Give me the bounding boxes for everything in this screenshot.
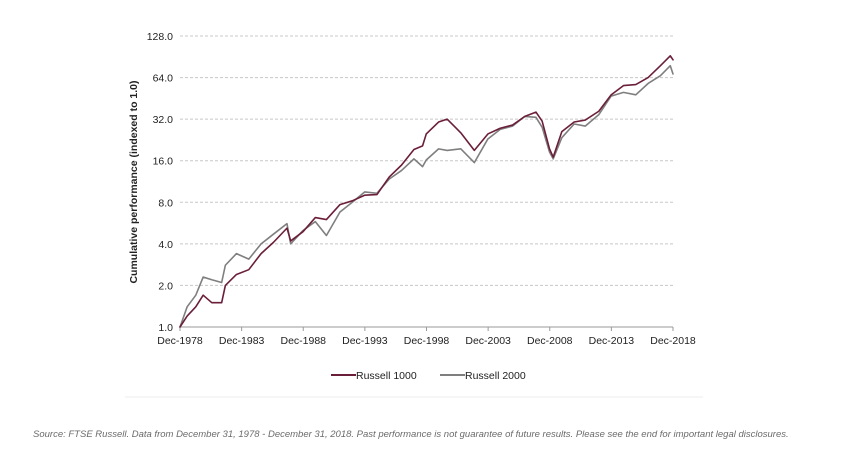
legend: Russell 1000 Russell 2000 xyxy=(331,370,526,382)
x-tick-label: Dec-1998 xyxy=(404,335,450,347)
y-axis-tick-labels: 128.0 64.0 32.0 16.0 8.0 4.0 2.0 1.0 xyxy=(147,31,173,334)
y-tick-label: 64.0 xyxy=(153,73,174,85)
y-tick-label: 32.0 xyxy=(153,114,174,126)
legend-label-russell-2000: Russell 2000 xyxy=(465,370,526,382)
x-tick-label: Dec-1988 xyxy=(280,335,326,347)
y-tick-label: 1.0 xyxy=(158,322,173,334)
x-tick-label: Dec-1983 xyxy=(219,335,265,347)
series-line-russell-2000 xyxy=(179,64,674,328)
x-tick-label: Dec-2018 xyxy=(650,335,696,347)
x-tick-label: Dec-1993 xyxy=(342,335,388,347)
y-axis-title: Cumulative performance (indexed to 1.0) xyxy=(128,80,140,283)
y-tick-label: 16.0 xyxy=(153,156,174,168)
y-tick-label: 2.0 xyxy=(158,280,173,292)
chart-panel-background xyxy=(125,20,703,398)
x-tick-label: Dec-2008 xyxy=(527,335,573,347)
source-caption: Source: FTSE Russell. Data from December… xyxy=(33,429,789,440)
gridlines xyxy=(180,35,673,286)
y-tick-label: 4.0 xyxy=(158,239,173,251)
series-line-russell-1000 xyxy=(179,55,674,328)
performance-chart: 128.064.032.016.08.04.02.01.0 Dec-1978 De… xyxy=(125,20,703,398)
x-tick-label: Dec-2013 xyxy=(589,335,635,347)
x-tick-label: Dec-1978 xyxy=(157,335,203,347)
legend-label-russell-1000: Russell 1000 xyxy=(356,370,417,382)
y-tick-label: 128.0 xyxy=(147,31,173,43)
axes xyxy=(179,326,674,331)
x-axis-tick-labels: Dec-1978 Dec-1983 Dec-1988 Dec-1993 Dec-1998… xyxy=(157,335,696,347)
series-lines xyxy=(179,55,674,328)
x-tick-label: Dec-2003 xyxy=(465,335,511,347)
y-tick-label: 8.0 xyxy=(158,197,173,209)
